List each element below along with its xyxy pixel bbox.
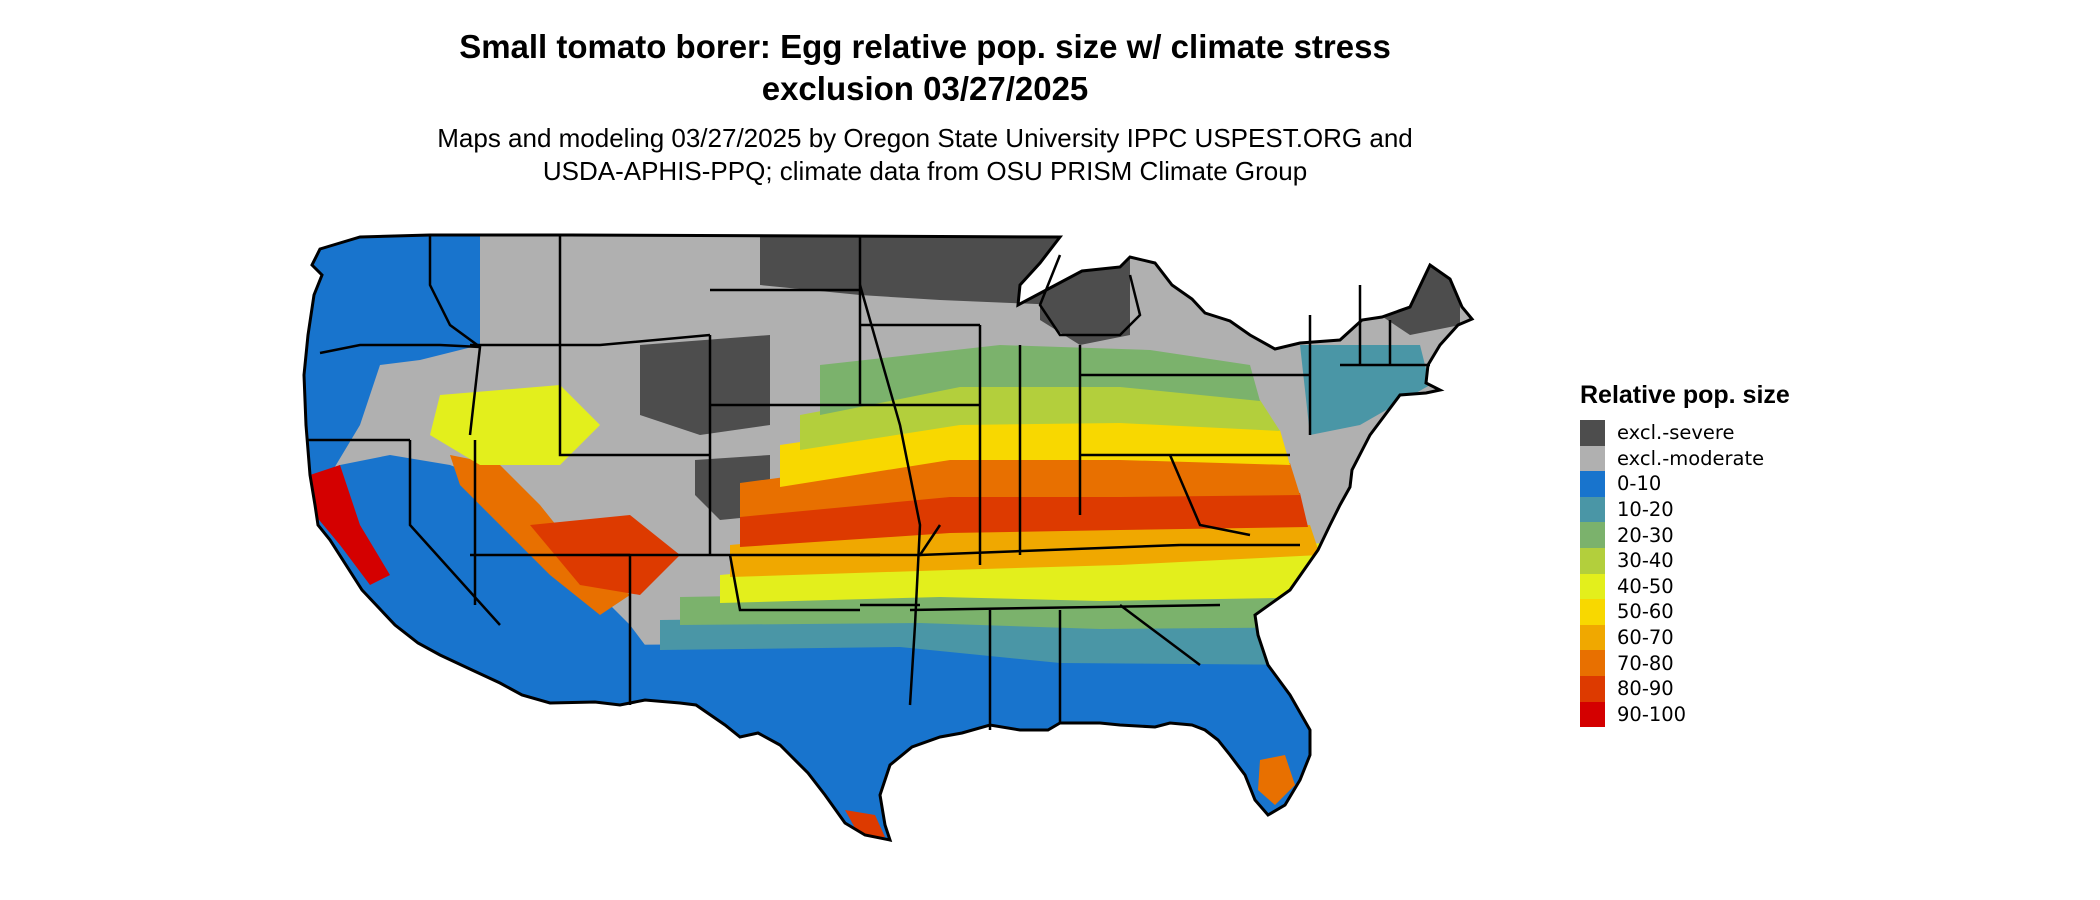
legend-swatch bbox=[1580, 522, 1605, 548]
legend-item: 80-90 bbox=[1580, 675, 1790, 702]
border-mississippi bbox=[858, 284, 922, 706]
south-low bbox=[580, 643, 1340, 840]
florida-hot-spot bbox=[1258, 755, 1295, 805]
legend-label: 60-70 bbox=[1617, 626, 1674, 650]
legend-swatch bbox=[1580, 650, 1605, 676]
border-ok-tx bbox=[600, 553, 860, 612]
legend-item: 70-80 bbox=[1580, 650, 1790, 676]
legend-label: 70-80 bbox=[1617, 651, 1674, 675]
border-va-wv bbox=[1168, 454, 1251, 537]
map-subtitle-line-1: Maps and modeling 03/27/2025 by Oregon S… bbox=[437, 123, 1413, 153]
mid-south-band-10-20 bbox=[660, 617, 1330, 665]
legend-item: 30-40 bbox=[1580, 547, 1790, 574]
legend-label: 80-90 bbox=[1617, 677, 1674, 701]
great-lakes-20-30 bbox=[820, 345, 1260, 415]
legend-swatch bbox=[1580, 420, 1605, 446]
legend-swatch bbox=[1580, 599, 1605, 625]
legend-label: 90-100 bbox=[1617, 702, 1687, 726]
legend-swatch bbox=[1580, 675, 1605, 702]
legend-items: excl.-severe excl.-moderate 0-10 10-20 20-30… bbox=[1580, 420, 1790, 728]
border-tn-south bbox=[909, 603, 1221, 612]
legend-label: 30-40 bbox=[1617, 549, 1674, 573]
border-michigan-lower bbox=[1038, 254, 1142, 337]
legend-swatch bbox=[1580, 471, 1605, 497]
legend-item: 20-30 bbox=[1580, 522, 1790, 548]
border-wy-co bbox=[558, 345, 710, 457]
legend-label: 40-50 bbox=[1617, 574, 1674, 598]
border-ky-tn bbox=[919, 543, 1181, 557]
legend-label: 50-60 bbox=[1617, 600, 1674, 624]
border-new-england bbox=[1340, 285, 1430, 367]
border-mt-wy bbox=[470, 333, 711, 347]
legend-swatch bbox=[1580, 445, 1605, 472]
legend-swatch bbox=[1580, 624, 1605, 651]
legend-item: 0-10 bbox=[1580, 471, 1790, 497]
legend-label: excl.-severe bbox=[1617, 421, 1735, 445]
us-map bbox=[302, 233, 1474, 842]
legend-item: excl.-moderate bbox=[1580, 445, 1790, 472]
band-80-90 bbox=[740, 493, 1308, 547]
northern-plains-excl-severe bbox=[760, 235, 1060, 305]
border-ga-sc bbox=[1119, 604, 1201, 666]
legend-item: 90-100 bbox=[1580, 701, 1790, 728]
legend-item: 10-20 bbox=[1580, 496, 1790, 523]
map-title-line-2: exclusion 03/27/2025 bbox=[761, 70, 1089, 107]
northeast-10-20 bbox=[1300, 345, 1430, 435]
legend-label: 20-30 bbox=[1617, 523, 1674, 547]
border-wa-or bbox=[319, 343, 481, 355]
legend-swatch bbox=[1580, 496, 1605, 523]
legend-item: excl.-severe bbox=[1580, 420, 1790, 446]
map-title-line-1: Small tomato borer: Egg relative pop. si… bbox=[459, 28, 1391, 65]
map-subtitle: Maps and modeling 03/27/2025 by Oregon S… bbox=[0, 122, 1850, 188]
california-coast-hot bbox=[310, 465, 390, 585]
legend-label: 10-20 bbox=[1617, 498, 1674, 522]
legend-swatch bbox=[1580, 573, 1605, 600]
legend-item: 40-50 bbox=[1580, 573, 1790, 600]
wyoming-excl-severe bbox=[640, 335, 770, 435]
texas-tip-hot-spot bbox=[845, 810, 885, 837]
map-title: Small tomato borer: Egg relative pop. si… bbox=[0, 26, 1850, 110]
band-20-30 bbox=[680, 593, 1340, 629]
border-ca-nv bbox=[408, 440, 501, 626]
legend-swatch bbox=[1580, 547, 1605, 574]
border-id-west bbox=[428, 235, 482, 436]
legend-label: excl.-moderate bbox=[1617, 446, 1765, 470]
state-borders bbox=[308, 235, 1430, 730]
legend-item: 50-60 bbox=[1580, 599, 1790, 625]
legend: Relative pop. size excl.-severe excl.-mod… bbox=[1580, 380, 1790, 728]
band-30-40 bbox=[800, 385, 1280, 450]
legend-label: 0-10 bbox=[1617, 472, 1662, 496]
legend-item: 60-70 bbox=[1580, 624, 1790, 651]
map-subtitle-line-2: USDA-APHIS-PPQ; climate data from OSU PR… bbox=[542, 156, 1308, 186]
pacific-northwest-low bbox=[304, 235, 480, 485]
legend-swatch bbox=[1580, 701, 1605, 728]
band-50-60 bbox=[780, 420, 1290, 487]
legend-title: Relative pop. size bbox=[1580, 381, 1790, 409]
